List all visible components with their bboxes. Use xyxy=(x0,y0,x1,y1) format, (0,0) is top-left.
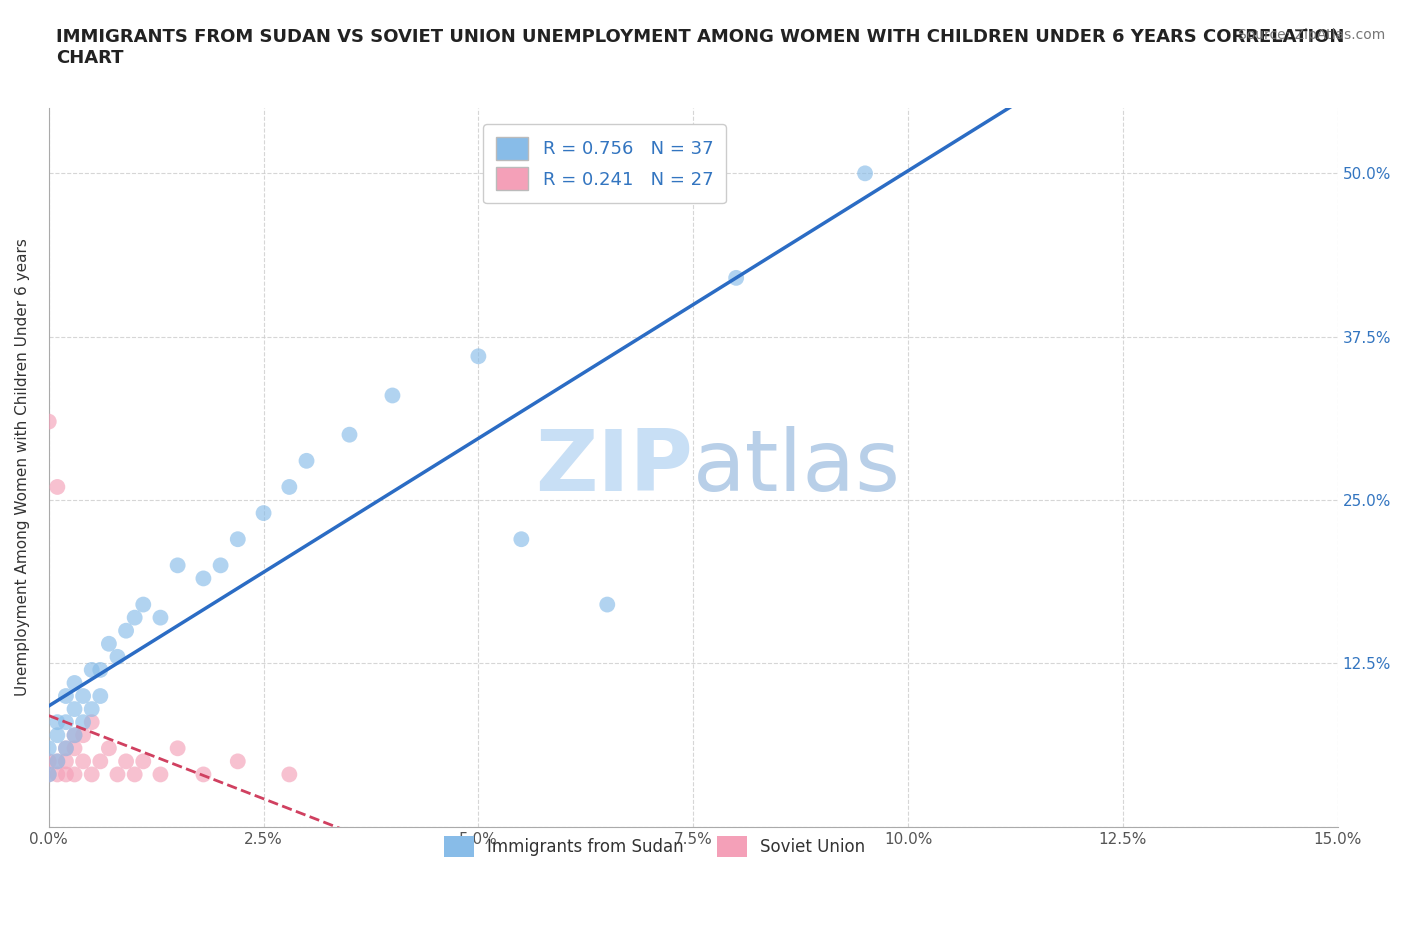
Text: Source: ZipAtlas.com: Source: ZipAtlas.com xyxy=(1237,28,1385,42)
Point xyxy=(226,754,249,769)
Point xyxy=(80,662,103,677)
Point xyxy=(252,506,274,521)
Point xyxy=(55,715,77,730)
Point xyxy=(46,715,69,730)
Point xyxy=(63,741,86,756)
Point xyxy=(46,728,69,743)
Point xyxy=(209,558,232,573)
Point xyxy=(107,767,129,782)
Point xyxy=(63,701,86,716)
Point xyxy=(89,662,111,677)
Point xyxy=(226,532,249,547)
Point xyxy=(46,480,69,495)
Point xyxy=(166,741,188,756)
Point xyxy=(38,741,60,756)
Point xyxy=(72,688,94,703)
Point xyxy=(89,754,111,769)
Point xyxy=(278,480,301,495)
Text: atlas: atlas xyxy=(693,426,901,509)
Point xyxy=(63,767,86,782)
Point xyxy=(166,558,188,573)
Y-axis label: Unemployment Among Women with Children Under 6 years: Unemployment Among Women with Children U… xyxy=(15,238,30,697)
Point xyxy=(97,741,120,756)
Point xyxy=(55,688,77,703)
Point xyxy=(132,597,155,612)
Point xyxy=(72,754,94,769)
Point xyxy=(115,754,138,769)
Point xyxy=(46,754,69,769)
Point xyxy=(853,166,876,180)
Point xyxy=(63,728,86,743)
Point xyxy=(55,741,77,756)
Point xyxy=(80,715,103,730)
Point xyxy=(80,701,103,716)
Point xyxy=(55,741,77,756)
Point xyxy=(46,767,69,782)
Point xyxy=(38,767,60,782)
Text: IMMIGRANTS FROM SUDAN VS SOVIET UNION UNEMPLOYMENT AMONG WOMEN WITH CHILDREN UND: IMMIGRANTS FROM SUDAN VS SOVIET UNION UN… xyxy=(56,28,1344,67)
Point xyxy=(510,532,533,547)
Point xyxy=(80,767,103,782)
Point xyxy=(107,649,129,664)
Point xyxy=(725,271,748,286)
Point xyxy=(295,454,318,469)
Point xyxy=(193,767,215,782)
Point xyxy=(89,688,111,703)
Point xyxy=(339,427,361,442)
Point xyxy=(124,610,146,625)
Point xyxy=(149,767,172,782)
Point xyxy=(149,610,172,625)
Point xyxy=(38,414,60,429)
Point xyxy=(72,715,94,730)
Point xyxy=(124,767,146,782)
Point xyxy=(596,597,619,612)
Text: ZIP: ZIP xyxy=(536,426,693,509)
Point xyxy=(63,728,86,743)
Point xyxy=(72,728,94,743)
Point xyxy=(38,754,60,769)
Point xyxy=(278,767,301,782)
Point xyxy=(55,767,77,782)
Point xyxy=(97,636,120,651)
Point xyxy=(381,388,404,403)
Point xyxy=(467,349,489,364)
Point xyxy=(55,754,77,769)
Point xyxy=(193,571,215,586)
Point xyxy=(63,675,86,690)
Point xyxy=(115,623,138,638)
Point xyxy=(46,754,69,769)
Point xyxy=(132,754,155,769)
Legend: Immigrants from Sudan, Soviet Union: Immigrants from Sudan, Soviet Union xyxy=(432,824,877,869)
Point xyxy=(38,767,60,782)
